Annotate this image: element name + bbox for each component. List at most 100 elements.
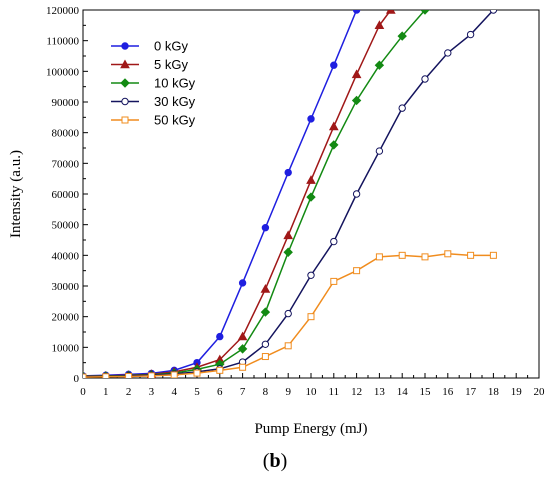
x-tick-label: 19 [511,386,523,398]
series-0 [83,10,361,378]
legend-label: 5 kGy [154,57,188,72]
data-point [306,175,316,184]
data-point [351,95,362,106]
series-4 [83,250,497,378]
x-tick-label: 16 [442,386,454,398]
data-point [351,69,362,79]
y-axis-label: Intensity (a.u.) [8,150,24,238]
panel-label-close: ) [281,450,288,472]
data-point [353,267,361,275]
x-tick-label: 2 [126,386,132,398]
series-3 [83,10,498,378]
data-point [239,363,247,371]
data-point [307,313,315,321]
x-axis: 0 1 2 3 4 5 6 7 8 9 10 11 12 13 14 15 16 17 18 19 20 [80,373,545,398]
legend-item: 30 kGy [111,94,196,109]
data-point [420,10,430,15]
y-tick-label: 90000 [52,97,80,109]
y-tick-label: 20000 [52,312,80,324]
data-point [467,251,475,259]
x-tick-label: 12 [351,386,362,398]
x-tick-label: 4 [171,386,177,398]
data-point [330,237,338,246]
data-point [330,277,338,285]
y-tick-label: 60000 [52,189,80,201]
data-point [328,121,339,131]
data-point [398,251,406,259]
x-tick-label: 18 [488,386,500,398]
legend-label: 30 kGy [154,94,196,109]
y-tick-label: 30000 [52,281,80,293]
data-point [306,192,316,202]
x-tick-label: 6 [217,386,223,398]
data-point [216,366,224,374]
data-point [261,353,269,361]
y-tick-label: 40000 [52,250,80,262]
x-tick-label: 11 [329,386,340,398]
x-tick-label: 1 [103,386,109,398]
data-point [102,373,110,378]
y-tick-label: 10000 [52,342,80,354]
y-tick-label: 80000 [52,128,80,140]
x-tick-label: 8 [263,386,269,398]
legend-item: 10 kGy [111,76,196,91]
data-point [307,271,315,279]
legend-item: 50 kGy [111,113,196,128]
data-point [466,30,475,39]
y-axis: 0 10000 20000 30000 40000 50000 60000 70000 8000… [46,5,88,385]
y-tick-label: 70000 [52,158,80,170]
x-tick-label: 3 [149,386,155,398]
data-point [260,307,271,317]
x-tick-label: 9 [285,386,291,398]
x-tick-label: 10 [306,386,318,398]
data-point [352,190,361,198]
x-tick-label: 15 [420,386,432,398]
data-point [237,331,248,341]
data-point [238,279,247,287]
data-point [216,332,224,341]
data-point [444,49,452,57]
x-tick-label: 0 [80,386,86,398]
y-tick-label: 50000 [52,220,80,232]
data-point [329,140,339,150]
data-point [147,372,155,378]
x-tick-label: 17 [465,386,477,398]
x-tick-label: 20 [534,386,546,398]
data-point [421,75,429,83]
legend-marker [121,116,129,124]
data-point [385,10,396,14]
data-point [261,340,270,348]
x-axis-label: Pump Energy (mJ) [254,421,367,437]
data-point [283,247,293,257]
data-point [237,344,248,354]
data-point [352,10,361,14]
x-tick-label: 14 [397,386,409,398]
data-point [170,371,178,378]
data-point [489,10,498,14]
data-point [398,104,406,112]
x-tick-label: 7 [240,386,246,398]
legend: 0 kGy 5 kGy 10 kGy 30 kGy 50 kGy [111,39,196,128]
data-point [193,369,201,377]
legend-marker [121,42,129,50]
x-tick-label: 5 [194,386,200,398]
legend-marker [120,78,130,88]
data-point [284,342,292,350]
data-point [374,20,385,30]
legend-label: 10 kGy [154,76,196,91]
data-point [284,168,292,177]
data-point [421,253,429,261]
y-tick-label: 110000 [46,36,79,48]
series-line [83,10,494,378]
data-point [260,284,271,293]
data-point [375,253,383,261]
data-point [83,373,87,378]
data-point [444,250,452,258]
legend-label: 0 kGy [154,39,188,54]
y-tick-label: 100000 [46,66,80,78]
legend-label: 50 kGy [154,113,196,128]
legend-item: 0 kGy [111,39,188,54]
data-point [284,309,292,318]
legend-item: 5 kGy [111,57,188,72]
y-tick-label: 0 [74,373,80,385]
